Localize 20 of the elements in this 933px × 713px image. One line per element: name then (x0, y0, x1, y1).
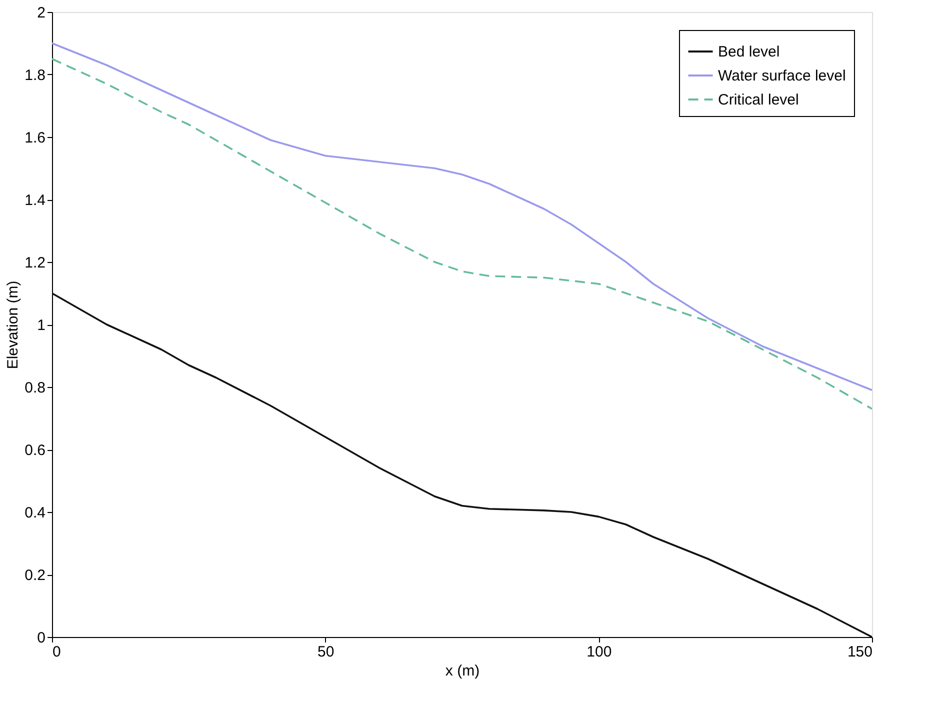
y-tick-label: 1.4 (24, 192, 46, 209)
y-tick-label: 1.8 (24, 67, 46, 84)
legend-label: Water surface level (718, 68, 846, 84)
y-tick-label: 0.6 (24, 442, 46, 459)
y-tick-label: 0.4 (24, 504, 46, 522)
y-tick-label: 0 (37, 630, 46, 646)
x-tick-label: 150 (847, 644, 872, 660)
y-tick-label: 2 (37, 4, 46, 22)
y-tick-label: 1 (37, 317, 46, 334)
x-tick-label: 100 (586, 644, 612, 660)
legend-label: Bed level (718, 44, 780, 60)
x-tick-label: 0 (52, 644, 61, 660)
x-axis-title: x (m) (445, 662, 480, 680)
x-tick-label: 50 (317, 644, 334, 660)
y-tick-label: 0.8 (24, 380, 46, 396)
legend-label: Critical level (718, 92, 799, 108)
y-axis-title: Elevation (m) (4, 280, 22, 370)
y-tick-label: 1.2 (24, 254, 46, 272)
y-tick-label: 0.2 (24, 567, 46, 584)
y-tick-label: 1.6 (24, 130, 46, 146)
